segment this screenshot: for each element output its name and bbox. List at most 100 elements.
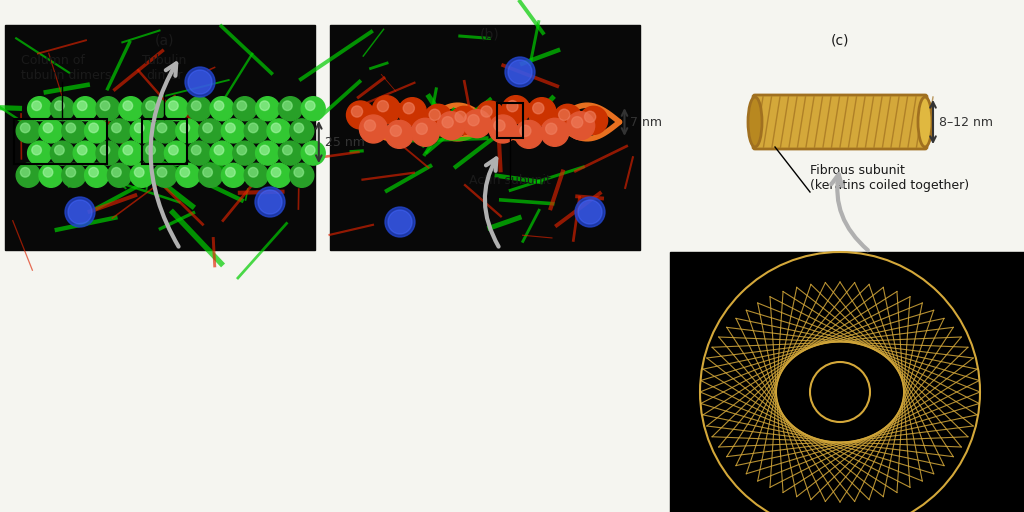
Circle shape [145, 101, 156, 111]
Circle shape [20, 167, 30, 177]
Circle shape [455, 111, 466, 122]
Circle shape [451, 106, 478, 134]
Circle shape [210, 97, 234, 121]
Circle shape [359, 115, 387, 143]
Circle shape [271, 167, 281, 177]
Circle shape [32, 101, 41, 111]
Circle shape [258, 190, 282, 214]
Bar [5, 25, 315, 250]
Circle shape [16, 163, 40, 187]
Circle shape [412, 118, 439, 146]
Circle shape [134, 167, 144, 177]
Circle shape [50, 141, 75, 165]
Circle shape [28, 97, 51, 121]
Circle shape [515, 120, 543, 148]
Circle shape [119, 97, 142, 121]
Circle shape [16, 119, 40, 143]
Circle shape [187, 97, 211, 121]
Text: Tubulin
dimer: Tubulin dimer [142, 54, 186, 82]
Text: (c): (c) [830, 33, 849, 47]
Circle shape [244, 163, 268, 187]
Circle shape [28, 141, 51, 165]
Circle shape [61, 163, 86, 187]
Text: 8–12 nm: 8–12 nm [939, 116, 993, 129]
Circle shape [108, 119, 131, 143]
Circle shape [424, 104, 453, 132]
Circle shape [520, 125, 531, 136]
Circle shape [507, 100, 518, 112]
Circle shape [50, 97, 75, 121]
Circle shape [119, 141, 142, 165]
Circle shape [429, 109, 440, 120]
Circle shape [346, 101, 375, 129]
Circle shape [32, 145, 41, 155]
Circle shape [61, 119, 86, 143]
Circle shape [442, 117, 454, 128]
Circle shape [575, 197, 605, 227]
Text: 25 nm: 25 nm [325, 136, 365, 148]
Text: (a): (a) [156, 33, 175, 47]
Circle shape [130, 119, 155, 143]
Circle shape [255, 187, 285, 217]
Text: (b): (b) [480, 28, 500, 42]
Circle shape [39, 163, 63, 187]
Circle shape [232, 141, 257, 165]
Circle shape [100, 145, 110, 155]
Circle shape [85, 119, 109, 143]
Circle shape [237, 145, 247, 155]
Circle shape [165, 141, 188, 165]
Circle shape [351, 106, 362, 117]
Circle shape [54, 101, 65, 111]
Circle shape [78, 145, 87, 155]
Circle shape [169, 101, 178, 111]
Circle shape [141, 97, 166, 121]
Circle shape [96, 97, 120, 121]
Bar [141, 119, 187, 164]
Circle shape [279, 97, 302, 121]
Circle shape [78, 101, 87, 111]
Circle shape [188, 70, 212, 94]
Circle shape [112, 167, 121, 177]
Circle shape [210, 141, 234, 165]
Circle shape [153, 119, 177, 143]
Circle shape [294, 123, 303, 133]
Circle shape [68, 200, 92, 224]
Circle shape [73, 97, 97, 121]
Circle shape [505, 57, 535, 87]
Bar [670, 252, 1024, 512]
Circle shape [283, 145, 292, 155]
Circle shape [65, 197, 95, 227]
Circle shape [476, 101, 504, 129]
Circle shape [176, 119, 200, 143]
Circle shape [199, 163, 222, 187]
Circle shape [244, 119, 268, 143]
Circle shape [214, 145, 224, 155]
Circle shape [203, 123, 212, 133]
Circle shape [578, 200, 602, 224]
Circle shape [305, 101, 315, 111]
Circle shape [385, 207, 415, 237]
Circle shape [365, 120, 376, 131]
Circle shape [554, 104, 582, 132]
Circle shape [153, 163, 177, 187]
Circle shape [141, 141, 166, 165]
Circle shape [488, 115, 517, 143]
Circle shape [169, 145, 178, 155]
Circle shape [290, 119, 313, 143]
Circle shape [96, 141, 120, 165]
Circle shape [546, 123, 557, 134]
Circle shape [267, 119, 291, 143]
Circle shape [373, 96, 400, 124]
Circle shape [249, 123, 258, 133]
Circle shape [187, 141, 211, 165]
Circle shape [237, 101, 247, 111]
Bar [330, 25, 640, 250]
Circle shape [123, 101, 132, 111]
Circle shape [176, 163, 200, 187]
Circle shape [541, 118, 568, 146]
Circle shape [249, 167, 258, 177]
Circle shape [112, 123, 121, 133]
Circle shape [203, 167, 212, 177]
Circle shape [388, 210, 412, 234]
Circle shape [305, 145, 315, 155]
